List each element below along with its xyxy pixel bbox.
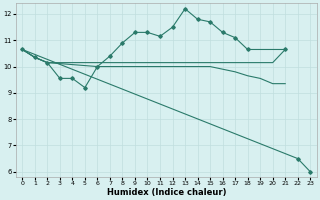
X-axis label: Humidex (Indice chaleur): Humidex (Indice chaleur)	[107, 188, 226, 197]
